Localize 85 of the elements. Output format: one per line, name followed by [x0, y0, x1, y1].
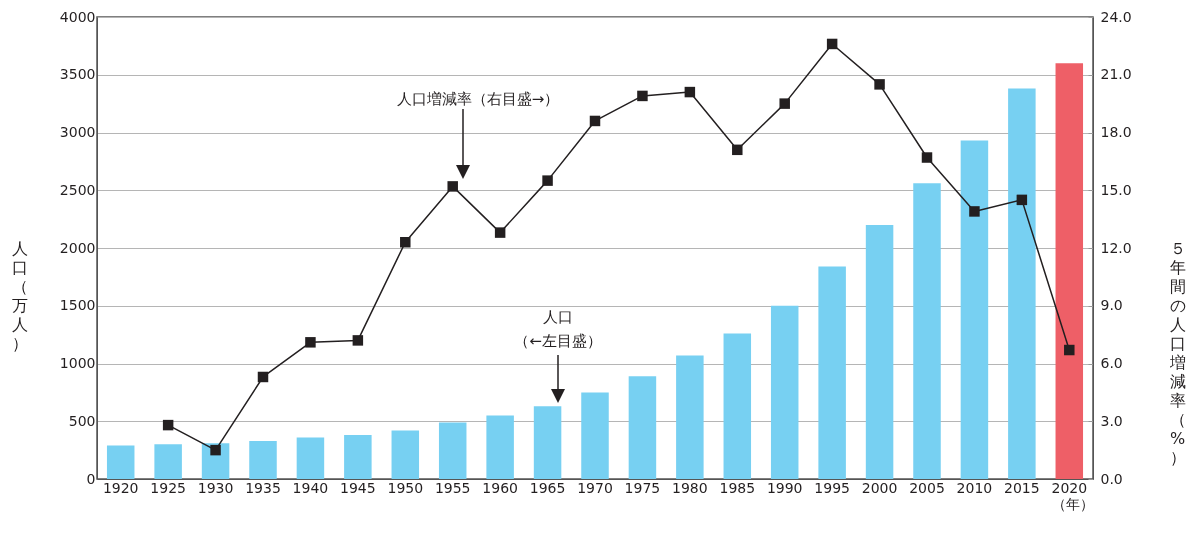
x-tick-label: 1930: [197, 479, 234, 496]
x-tick-label: 1935: [245, 479, 281, 496]
point: [494, 227, 506, 238]
y-tick-label: 500: [68, 412, 96, 429]
point: [826, 38, 838, 50]
bar: [1008, 88, 1036, 479]
x-tick-label: 1920: [102, 479, 139, 496]
x-tick-label: 1950: [387, 479, 424, 496]
x-axis-title: （年）: [1051, 495, 1094, 512]
point: [352, 335, 364, 346]
point: [637, 90, 648, 102]
x-tick-label: 1995: [814, 479, 850, 496]
bar: [249, 440, 277, 479]
point: [400, 236, 411, 248]
point: [305, 337, 316, 348]
x-tick-label: 1970: [577, 479, 613, 496]
y2-tick-label: 18.0: [1100, 124, 1132, 140]
y-tick-label: 3000: [59, 124, 96, 140]
bar: [676, 355, 704, 479]
bar: [391, 430, 420, 479]
point: [1016, 194, 1028, 206]
bar: [960, 140, 989, 479]
x-tick-label: 1960: [482, 479, 518, 496]
x-tick-label: 2015: [1004, 479, 1040, 496]
y2-tick-label: 3.0: [1100, 412, 1123, 429]
x-tick-label: 1925: [150, 479, 186, 496]
bar: [438, 422, 467, 479]
y-tick-label: 3500: [59, 66, 96, 83]
x-tick-label: 1990: [766, 479, 803, 496]
x-tick-label: 1945: [340, 479, 376, 496]
bar: [581, 392, 609, 479]
bar: [1055, 63, 1084, 479]
y2-tick-label: 24.0: [1100, 8, 1132, 25]
annotation: 人口増減率（右目盛→）: [396, 90, 560, 108]
x-tick-label: 2000: [861, 479, 898, 496]
point: [447, 181, 458, 192]
bar: [106, 445, 135, 479]
point: [921, 152, 933, 163]
y-axis-title: 人口（万人）: [11, 238, 28, 353]
bar: [486, 415, 514, 479]
point: [542, 175, 553, 186]
bar: [818, 266, 846, 479]
bar: [533, 406, 562, 479]
point: [779, 98, 790, 109]
y2-tick-label: 6.0: [1100, 355, 1123, 371]
x-tick-label: 1940: [292, 479, 329, 496]
bar: [723, 333, 752, 479]
bar: [865, 224, 894, 479]
y-tick-label: 2500: [59, 181, 96, 198]
y-tick-label: 0: [86, 470, 96, 487]
bar: [344, 435, 372, 479]
y2-tick-label: 0.0: [1100, 470, 1123, 487]
bar: [913, 183, 941, 479]
y-tick-label: 1500: [59, 297, 96, 314]
point: [732, 144, 743, 156]
x-tick-label: 1975: [624, 479, 661, 496]
point: [257, 371, 269, 383]
x-tick-label: 2010: [956, 479, 993, 496]
bar: [770, 305, 799, 479]
y2-tick-label: 12.0: [1100, 239, 1132, 256]
text: ５年間の人口増減率（%）: [1169, 238, 1186, 467]
y-tick-label: 1000: [59, 355, 96, 371]
y-tick-label: 2000: [59, 239, 96, 256]
x-tick-label: 2020: [1051, 479, 1088, 496]
point: [969, 206, 980, 217]
x-tick-label: 1980: [672, 479, 708, 496]
bar: [154, 444, 182, 479]
y2-tick-label: 15.0: [1100, 181, 1132, 198]
x-tick-label: 1985: [719, 479, 756, 496]
point: [684, 86, 696, 98]
point: [874, 79, 885, 90]
bar: [628, 376, 657, 479]
y-tick-label: 4000: [59, 8, 96, 25]
y2-tick-label: 21.0: [1100, 66, 1132, 83]
y2-tick-label: 9.0: [1100, 297, 1123, 314]
point: [589, 115, 601, 127]
annotation: 人口: [543, 308, 573, 326]
annotation: （←左目盛）: [514, 332, 602, 350]
x-tick-label: 1965: [529, 479, 566, 496]
x-tick-label: 1955: [434, 479, 471, 496]
point: [1064, 344, 1075, 356]
point: [210, 444, 221, 456]
point: [162, 419, 174, 431]
bar: [296, 437, 325, 479]
x-tick-label: 2005: [909, 479, 945, 496]
